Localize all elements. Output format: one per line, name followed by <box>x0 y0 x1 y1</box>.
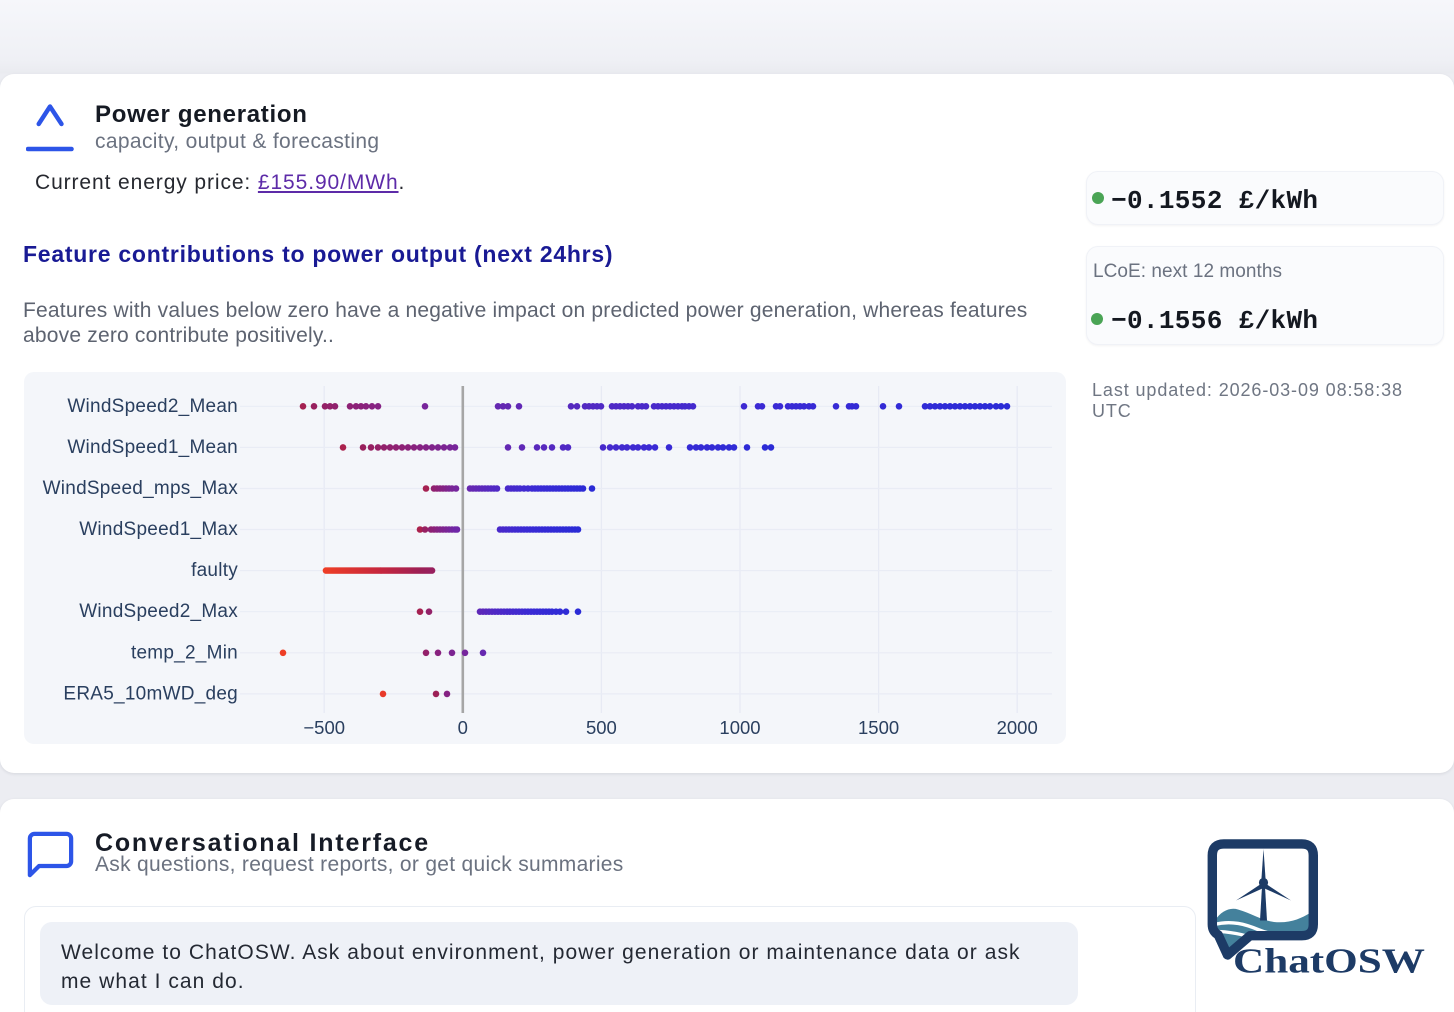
svg-text:WindSpeed2_Mean: WindSpeed2_Mean <box>67 396 238 417</box>
svg-text:WindSpeed2_Max: WindSpeed2_Max <box>79 601 238 622</box>
svg-text:500: 500 <box>586 717 617 738</box>
svg-text:1500: 1500 <box>858 717 899 738</box>
svg-text:faulty: faulty <box>191 560 238 581</box>
svg-text:ChatOSW: ChatOSW <box>1233 942 1425 981</box>
svg-text:ERA5_10mWD_deg: ERA5_10mWD_deg <box>63 683 238 704</box>
svg-text:2000: 2000 <box>997 717 1038 738</box>
svg-text:−500: −500 <box>303 717 345 738</box>
svg-text:1000: 1000 <box>719 717 760 738</box>
svg-text:temp_2_Min: temp_2_Min <box>131 642 238 663</box>
svg-text:WindSpeed_mps_Max: WindSpeed_mps_Max <box>43 478 239 499</box>
svg-text:WindSpeed1_Max: WindSpeed1_Max <box>79 519 238 540</box>
svg-text:WindSpeed1_Mean: WindSpeed1_Mean <box>67 437 238 458</box>
svg-text:0: 0 <box>458 717 468 738</box>
